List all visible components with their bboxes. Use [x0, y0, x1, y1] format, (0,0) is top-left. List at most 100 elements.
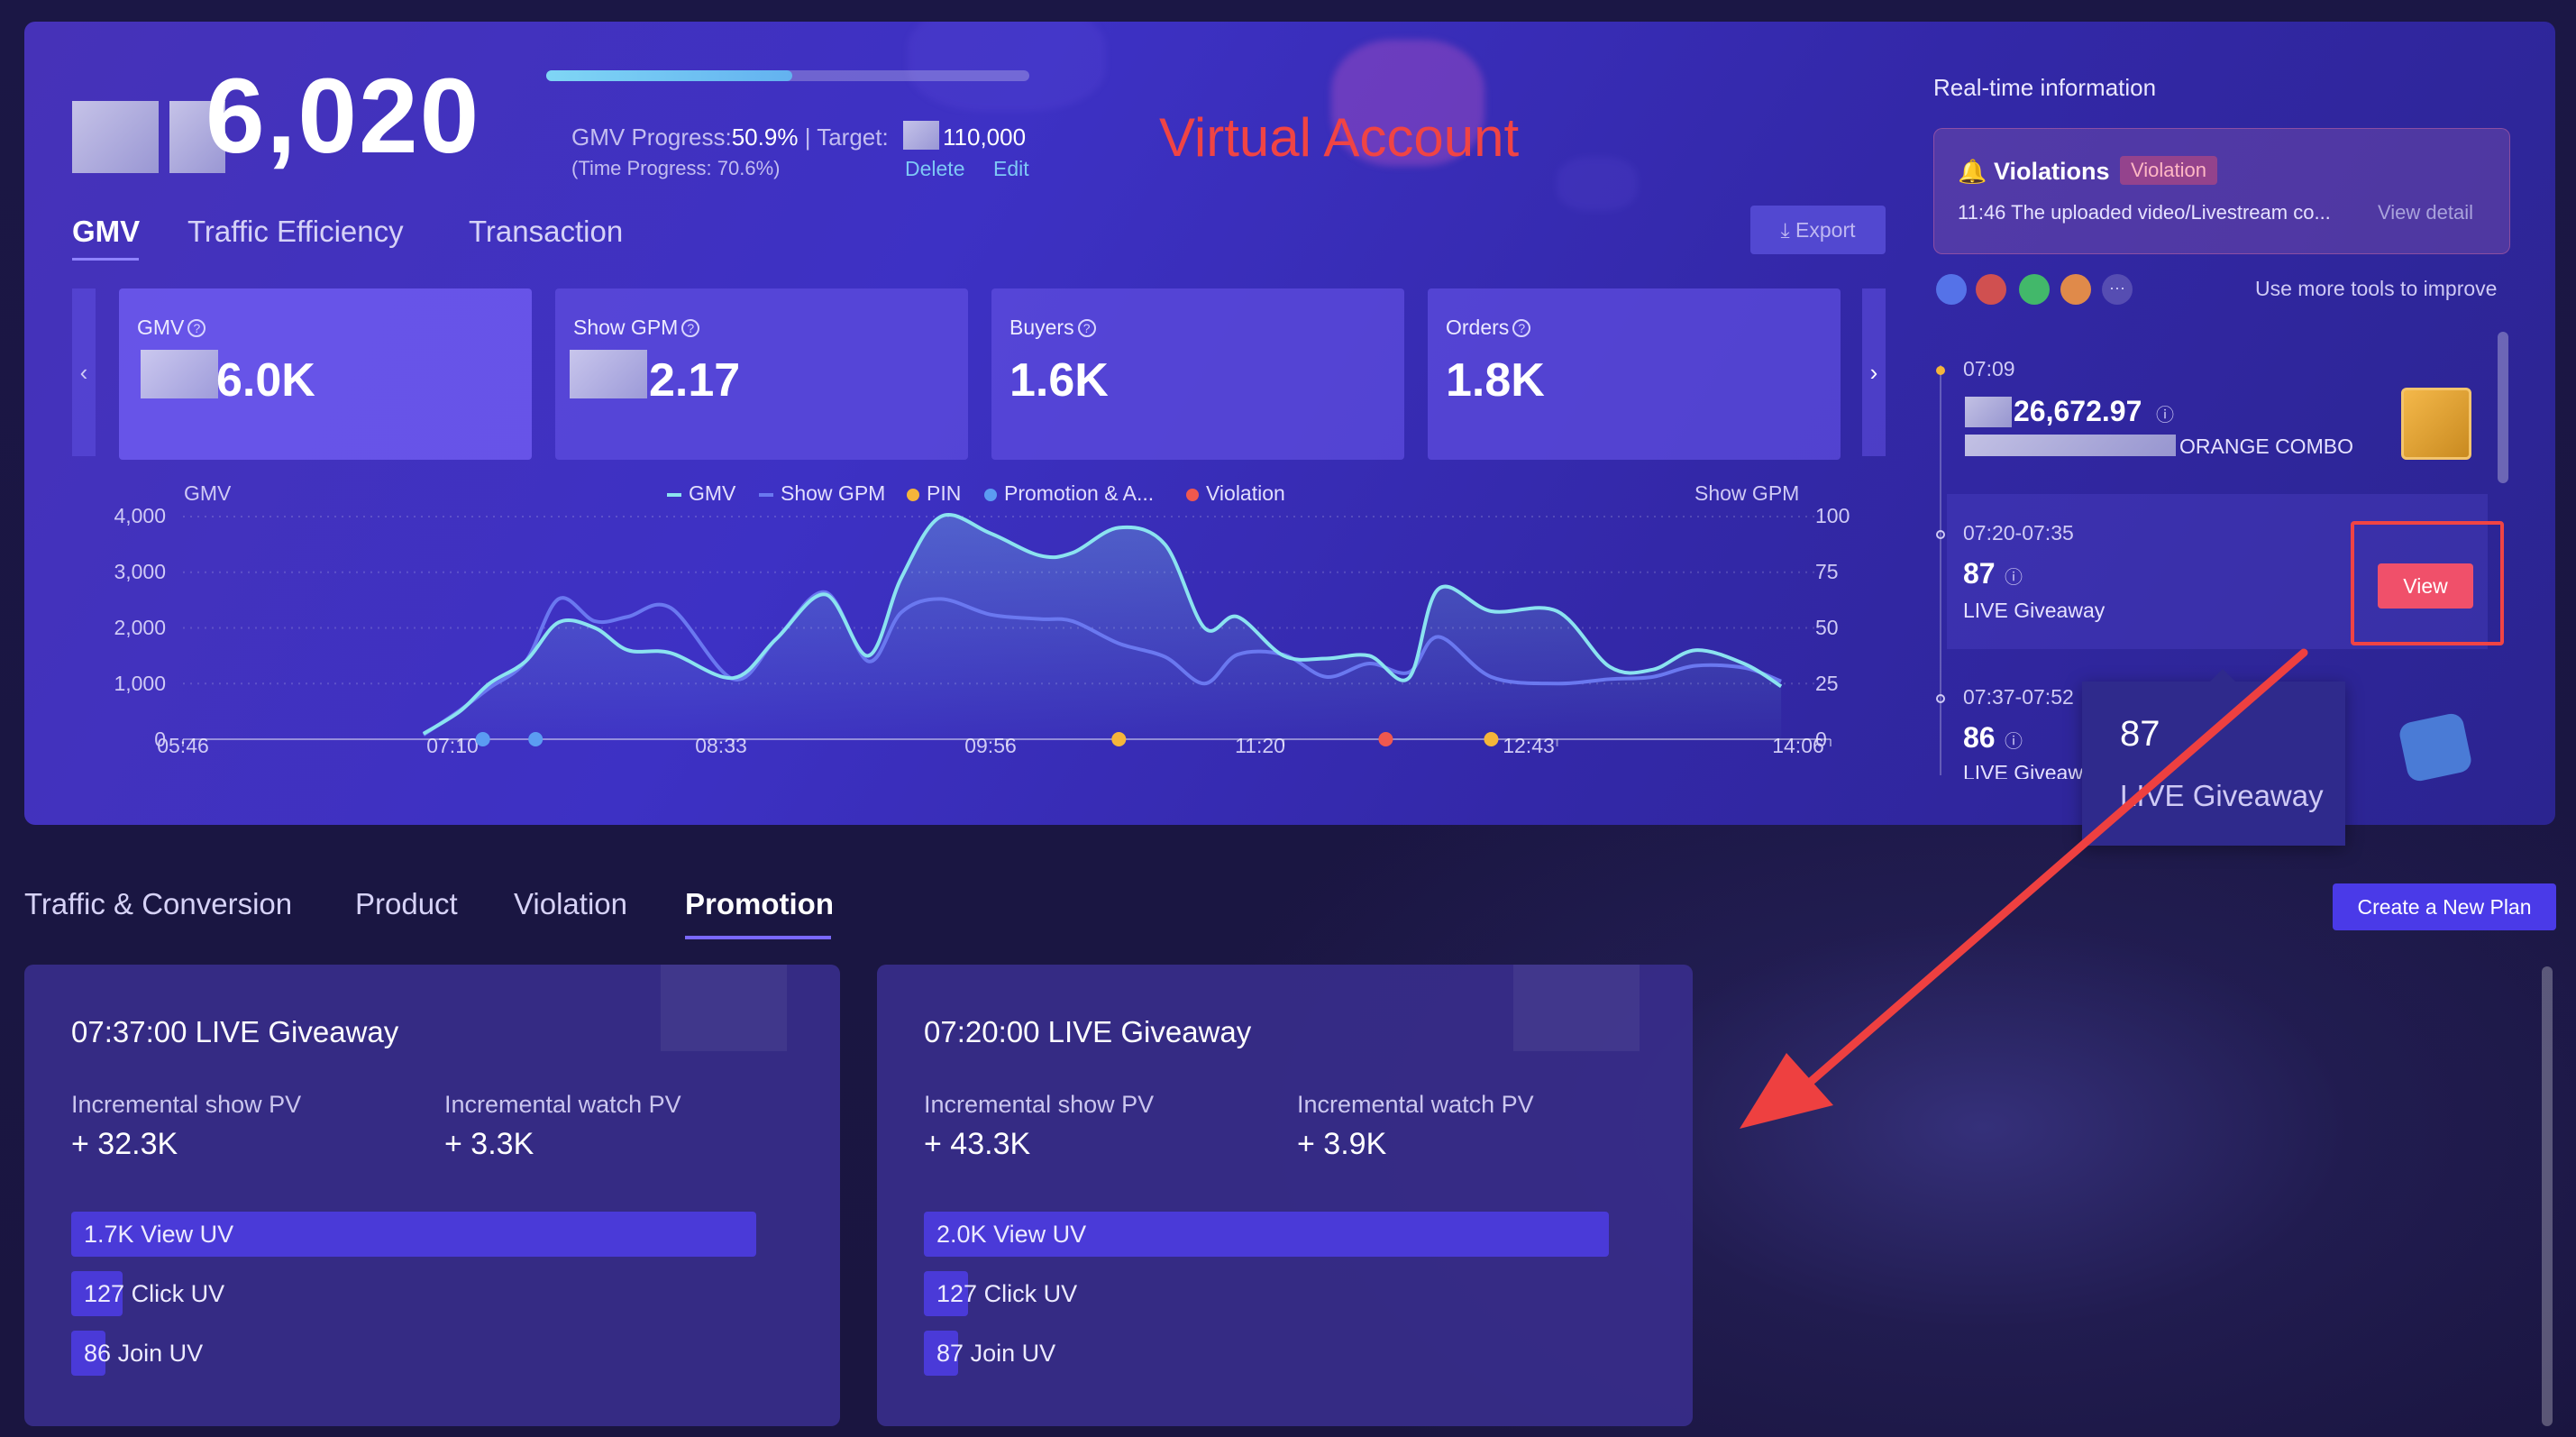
chevron-left-icon: ‹: [79, 359, 88, 386]
funnel-value: 127: [84, 1280, 125, 1307]
tab-product[interactable]: Product: [355, 887, 458, 920]
redacted-currency: [141, 350, 218, 398]
gmv-progress-value: 50.9%: [731, 124, 799, 151]
help-icon[interactable]: ?: [681, 319, 700, 337]
funnel-value: 86: [84, 1340, 112, 1367]
y2-axis-title: Show GPM: [1694, 481, 1800, 505]
funnel-label: 127 Click UV: [84, 1271, 224, 1316]
violations-card[interactable]: 🔔 Violations Violation 11:46 The uploade…: [1933, 128, 2510, 254]
funnel-name: View UV: [993, 1221, 1087, 1248]
more-tools-icon[interactable]: ···: [2102, 274, 2133, 305]
edit-link[interactable]: Edit: [993, 157, 1029, 180]
event-marker: [528, 732, 544, 746]
violation-badge: Violation: [2120, 156, 2217, 185]
legend-label: Promotion & A...: [1004, 481, 1155, 505]
metric-card-gmv[interactable]: GMV? 6.0K: [119, 288, 532, 460]
legend-gmv[interactable]: GMV: [667, 481, 735, 506]
view-button[interactable]: View: [2378, 563, 2473, 609]
view-detail-link[interactable]: View detail: [2378, 201, 2473, 224]
download-icon: ⤓: [1780, 218, 1790, 242]
help-icon[interactable]: ?: [1512, 319, 1531, 337]
event-marker: [475, 732, 490, 746]
tab-transaction[interactable]: Transaction: [469, 215, 624, 248]
virtual-account-annotation: Virtual Account: [1159, 107, 1520, 168]
time-progress: (Time Progress: 70.6%): [571, 157, 781, 179]
funnel-bar: [924, 1212, 1609, 1257]
page-scrollbar[interactable]: [2542, 966, 2553, 1426]
carousel-next-button[interactable]: ›: [1862, 288, 1886, 456]
violations-title: Violations: [1994, 158, 2110, 185]
funnel-name: View UV: [141, 1221, 234, 1248]
event-marker: [1484, 732, 1499, 746]
tab-gmv[interactable]: GMV: [72, 215, 141, 248]
metric-card-show-gpm[interactable]: Show GPM? 2.17: [555, 288, 968, 460]
export-label: Export: [1795, 218, 1856, 242]
create-plan-button[interactable]: Create a New Plan: [2333, 883, 2556, 930]
highlight-box: [2351, 521, 2504, 645]
metric-label-text: Show GPM: [573, 316, 679, 339]
tool-icon[interactable]: [2060, 274, 2091, 305]
violation-text: 11:46 The uploaded video/Livestream co..…: [1958, 201, 2331, 224]
timeline-dot: [1936, 530, 1945, 539]
funnel-label: 2.0K View UV: [936, 1212, 1086, 1257]
timeline-scrollbar[interactable]: [2498, 332, 2508, 483]
legend-violation[interactable]: Violation: [1186, 481, 1285, 506]
timeline-value: 86: [1963, 721, 1996, 754]
event-marker: [1111, 732, 1127, 746]
metric-value: 6.0K: [216, 354, 315, 407]
tooltip-value: 87: [2120, 714, 2160, 754]
metric-card-buyers[interactable]: Buyers? 1.6K: [991, 288, 1404, 460]
tool-icon[interactable]: [1936, 274, 1967, 305]
gmv-line-chart[interactable]: [0, 0, 2576, 811]
incremental-watch-label: Incremental watch PV: [1297, 1091, 1534, 1118]
legend-pin[interactable]: PIN: [907, 481, 961, 506]
funnel-name: Join UV: [970, 1340, 1056, 1367]
funnel-name: Join UV: [117, 1340, 204, 1367]
tooltip-label: LIVE Giveaway: [2120, 779, 2324, 812]
incremental-show-label: Incremental show PV: [71, 1091, 302, 1118]
promotion-card[interactable]: 07:20:00 LIVE Giveaway Incremental show …: [877, 965, 1693, 1426]
funnel-label: 1.7K View UV: [84, 1212, 233, 1257]
incremental-watch-value: + 3.9K: [1297, 1127, 1387, 1161]
tab-promotion[interactable]: Promotion: [685, 887, 834, 920]
metric-value: 2.17: [649, 354, 741, 407]
funnel-bar: [924, 1271, 968, 1316]
metric-card-orders[interactable]: Orders? 1.8K: [1428, 288, 1841, 460]
tab-promotion-indicator: [685, 936, 831, 939]
incremental-show-value: + 43.3K: [924, 1127, 1031, 1161]
promotion-card[interactable]: 07:37:00 LIVE Giveaway Incremental show …: [24, 965, 840, 1426]
y-tick-label: 3,000: [114, 560, 166, 583]
tab-violation[interactable]: Violation: [514, 887, 627, 920]
gmv-progress-label: GMV Progress:: [571, 124, 732, 151]
funnel-bar: [71, 1271, 123, 1316]
help-icon[interactable]: ?: [187, 319, 206, 337]
gmv-progress-fill: [546, 70, 792, 81]
timeline-time: 07:37-07:52: [1963, 685, 2074, 709]
more-tools-text[interactable]: Use more tools to improve: [2255, 277, 2498, 300]
product-thumbnail[interactable]: [2401, 388, 2471, 460]
export-button[interactable]: ⤓ Export: [1750, 206, 1886, 254]
legend-swatch: [759, 492, 773, 497]
help-icon[interactable]: ⓘ: [2005, 732, 2023, 752]
carousel-prev-button[interactable]: ‹: [72, 288, 96, 456]
tool-icon[interactable]: [2019, 274, 2050, 305]
target-value: 110,000: [943, 124, 1027, 151]
redacted-currency: [169, 101, 225, 173]
help-icon[interactable]: ?: [1077, 319, 1096, 337]
tab-traffic-conversion[interactable]: Traffic & Conversion: [24, 887, 293, 920]
help-icon[interactable]: ⓘ: [2156, 406, 2174, 426]
help-icon[interactable]: ⓘ: [2005, 568, 2023, 588]
metric-label: GMV?: [137, 316, 206, 340]
legend-swatch: [667, 492, 681, 497]
tab-traffic-efficiency[interactable]: Traffic Efficiency: [187, 215, 404, 248]
funnel-value: 2.0K: [936, 1221, 987, 1248]
metric-label-text: GMV: [137, 316, 185, 339]
y-tick-label: 4,000: [114, 504, 166, 527]
legend-show-gpm[interactable]: Show GPM: [759, 481, 885, 506]
legend-promotion[interactable]: Promotion & A...: [984, 481, 1154, 506]
timeline-time: 07:20-07:35: [1963, 521, 2074, 545]
delete-link[interactable]: Delete: [905, 157, 965, 180]
giveaway-tooltip: 87 LIVE Giveaway: [2082, 682, 2345, 846]
tool-icon[interactable]: [1976, 274, 2006, 305]
timeline-line: [1940, 365, 1941, 775]
